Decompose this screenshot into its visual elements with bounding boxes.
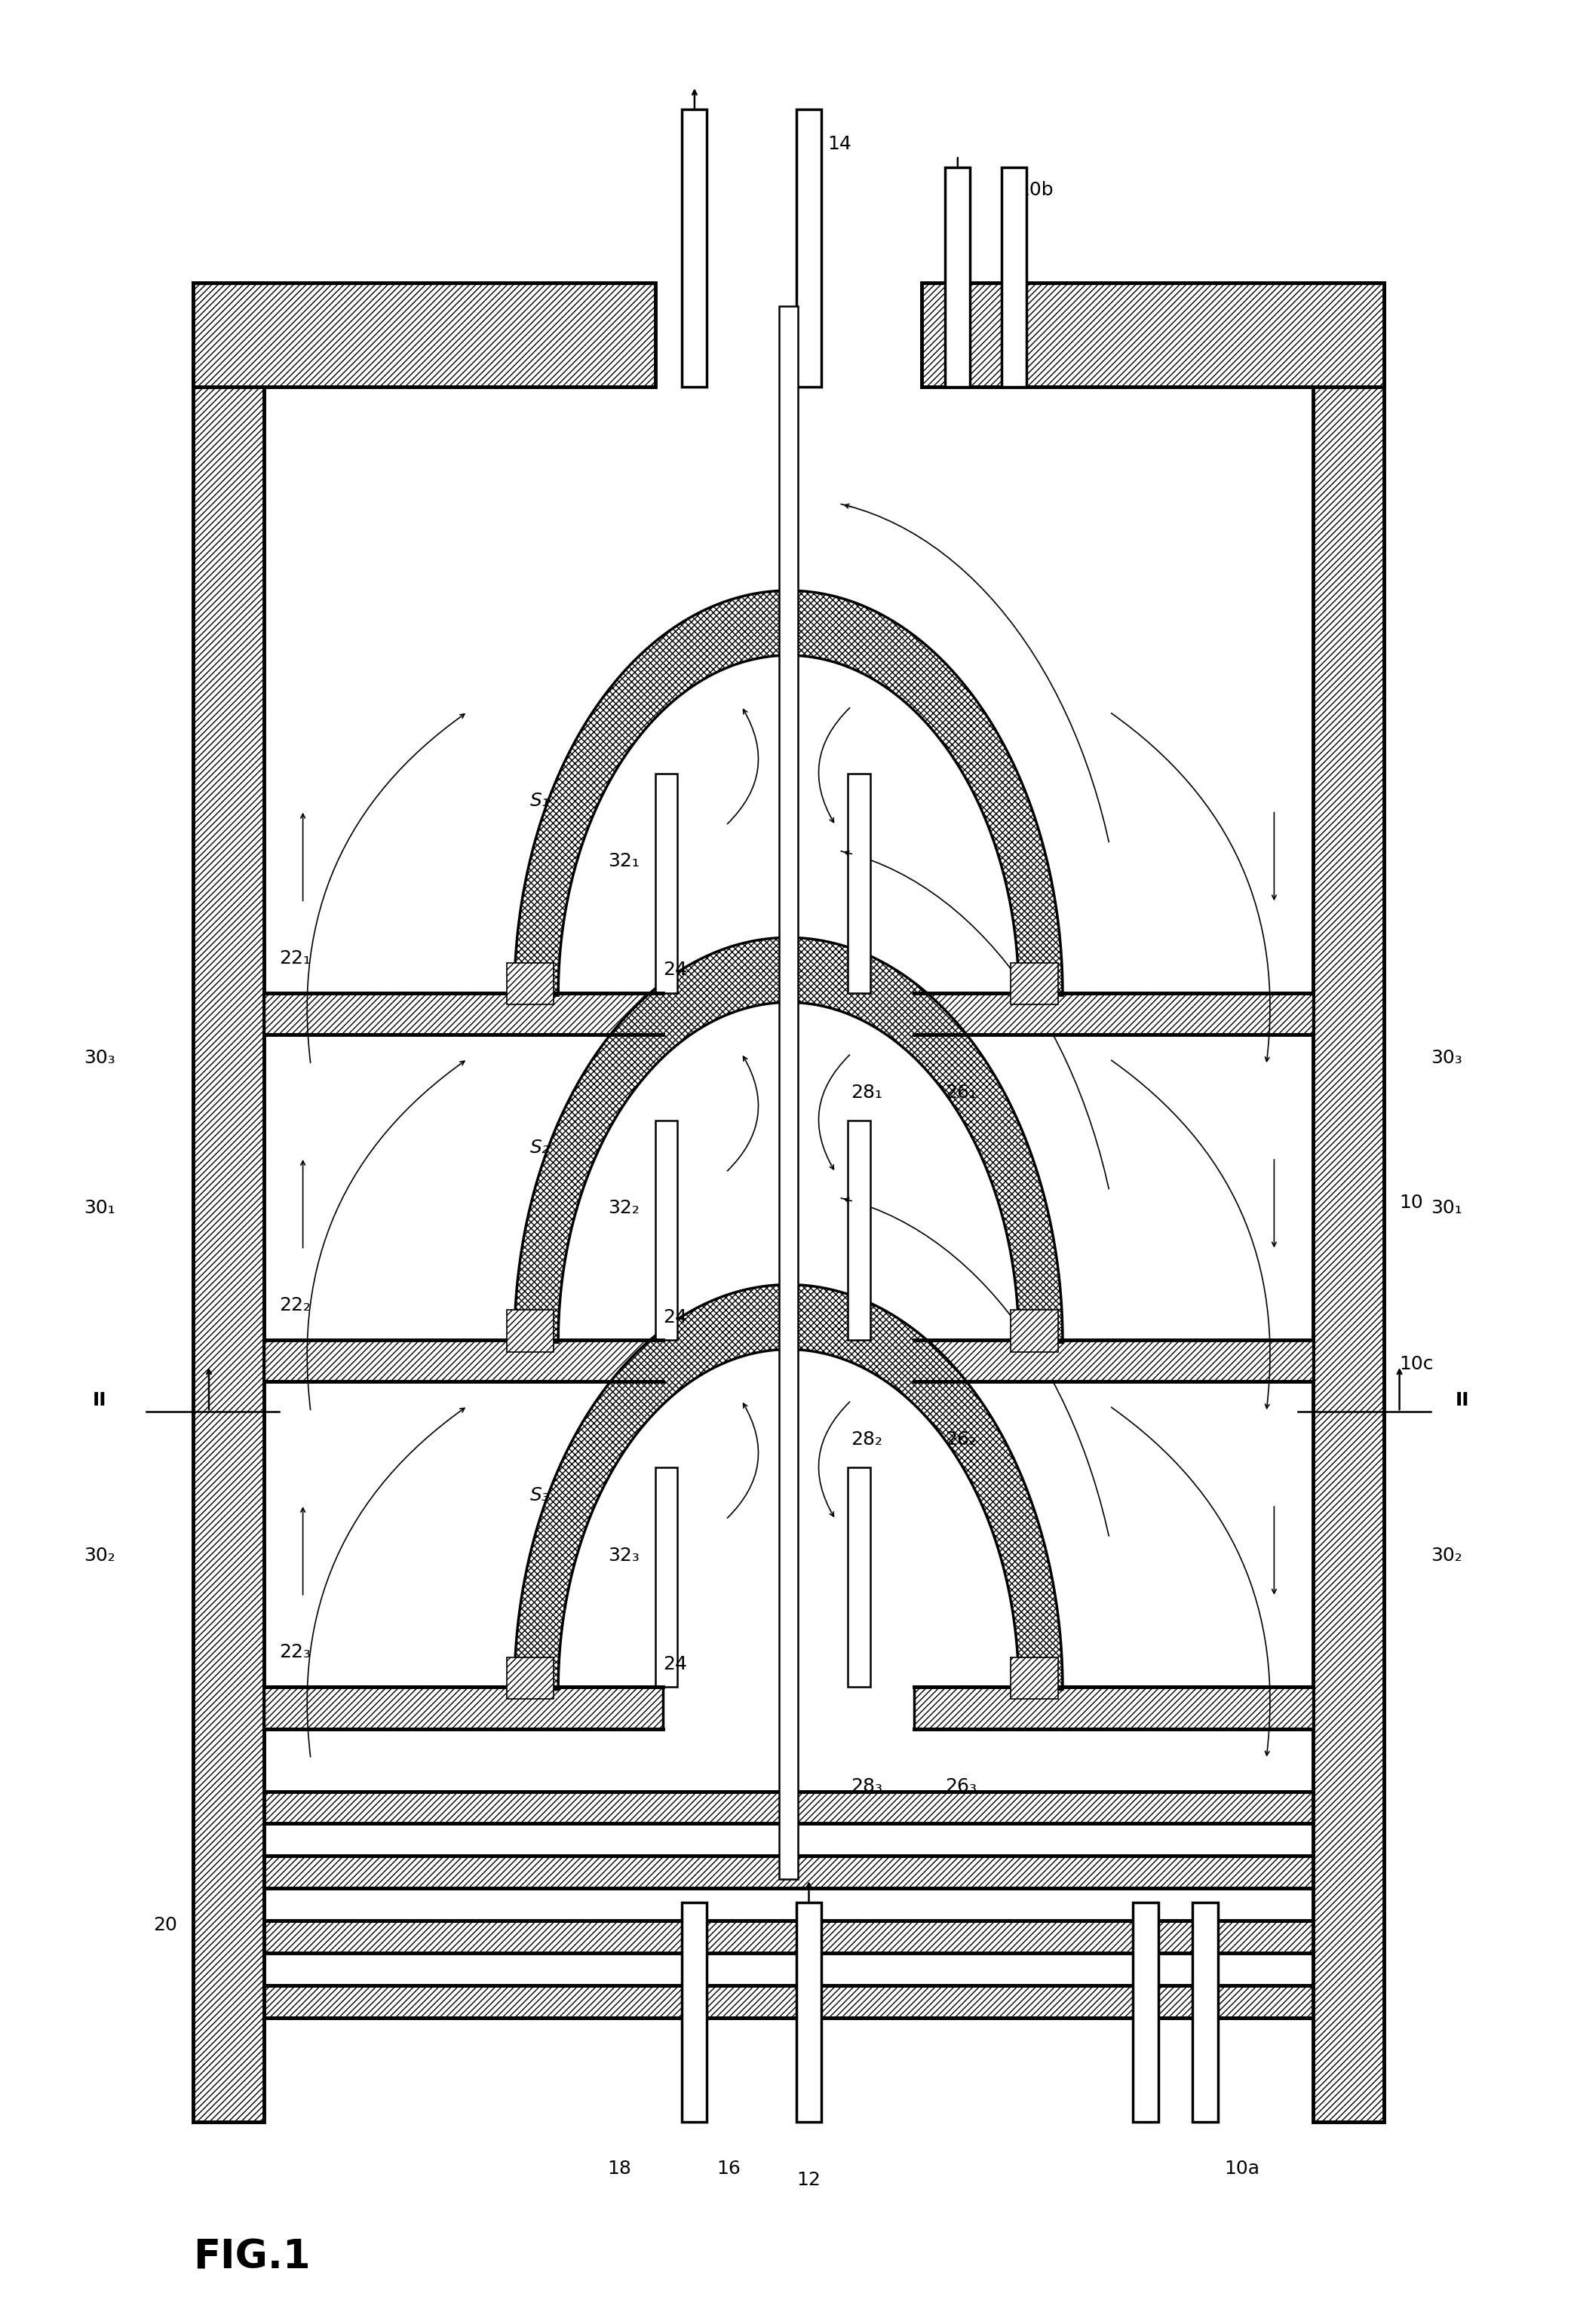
Text: 26₂: 26₂ — [945, 1432, 976, 1448]
Text: 28₁: 28₁ — [852, 1083, 883, 1102]
Text: 12: 12 — [796, 2171, 822, 2189]
Bar — [194, 284, 656, 388]
Text: 14: 14 — [828, 135, 852, 153]
Bar — [263, 992, 664, 1034]
Text: 32₁: 32₁ — [609, 853, 640, 869]
Bar — [848, 1120, 871, 1341]
Text: 26₁: 26₁ — [945, 1083, 976, 1102]
Polygon shape — [514, 937, 1063, 1343]
Text: 32₃: 32₃ — [609, 1545, 640, 1564]
Text: 10b: 10b — [1017, 181, 1053, 200]
Text: 22₃: 22₃ — [279, 1643, 311, 1662]
Text: II: II — [91, 1392, 106, 1408]
Text: 28₃: 28₃ — [852, 1778, 883, 1796]
Bar — [506, 1657, 554, 1699]
Text: 10: 10 — [1399, 1195, 1424, 1211]
Bar — [1011, 1657, 1058, 1699]
Bar — [263, 1857, 1314, 1889]
Bar — [681, 109, 706, 388]
Bar — [1011, 1311, 1058, 1353]
Bar — [796, 1903, 822, 2122]
Bar — [1134, 1903, 1158, 2122]
Bar — [779, 307, 798, 1880]
Text: 10a: 10a — [1224, 2159, 1260, 2178]
Bar — [1011, 962, 1058, 1004]
Text: 30₂: 30₂ — [84, 1545, 115, 1564]
Bar — [263, 1687, 664, 1729]
Bar — [913, 992, 1314, 1034]
Text: 22₁: 22₁ — [279, 951, 311, 967]
Text: FIG.1: FIG.1 — [194, 2238, 311, 2278]
Text: 28₂: 28₂ — [852, 1432, 883, 1448]
Text: 30₃: 30₃ — [84, 1048, 115, 1067]
Bar — [506, 962, 554, 1004]
Text: S₃: S₃ — [530, 1485, 549, 1504]
Polygon shape — [514, 1285, 1063, 1690]
Bar — [263, 1792, 1314, 1824]
Bar — [656, 774, 677, 992]
Bar — [263, 1341, 664, 1383]
Bar — [921, 284, 1383, 388]
Bar — [796, 109, 822, 388]
Bar — [913, 1341, 1314, 1383]
Bar — [656, 1466, 677, 1687]
Text: 18: 18 — [607, 2159, 631, 2178]
Bar — [263, 1922, 1314, 1952]
Text: 30₃: 30₃ — [1430, 1048, 1462, 1067]
Bar — [913, 1687, 1314, 1729]
Text: 22₂: 22₂ — [279, 1297, 311, 1315]
Text: 30₂: 30₂ — [1430, 1545, 1462, 1564]
Text: 20: 20 — [153, 1917, 178, 1934]
Bar — [945, 167, 970, 388]
Bar — [194, 284, 263, 2122]
Bar — [848, 1466, 871, 1687]
Text: 30₁: 30₁ — [84, 1199, 115, 1218]
Bar — [656, 1120, 677, 1341]
Bar — [506, 1311, 554, 1353]
Bar — [848, 774, 871, 992]
Text: 26₃: 26₃ — [945, 1778, 976, 1796]
Text: 10c: 10c — [1399, 1355, 1433, 1373]
Polygon shape — [514, 590, 1063, 995]
Text: 24: 24 — [664, 1308, 688, 1327]
Bar — [681, 1903, 706, 2122]
Text: S₂: S₂ — [530, 1139, 549, 1157]
Text: S₁: S₁ — [530, 792, 549, 809]
Text: II: II — [1456, 1392, 1470, 1408]
Bar — [1314, 284, 1383, 2122]
Bar — [263, 1985, 1314, 2017]
Bar — [1001, 167, 1027, 388]
Bar — [1192, 1903, 1217, 2122]
Text: 30₁: 30₁ — [1430, 1199, 1462, 1218]
Text: 16: 16 — [718, 2159, 741, 2178]
Text: 24: 24 — [664, 960, 688, 978]
Text: 24: 24 — [664, 1655, 688, 1673]
Text: 32₂: 32₂ — [609, 1199, 640, 1218]
